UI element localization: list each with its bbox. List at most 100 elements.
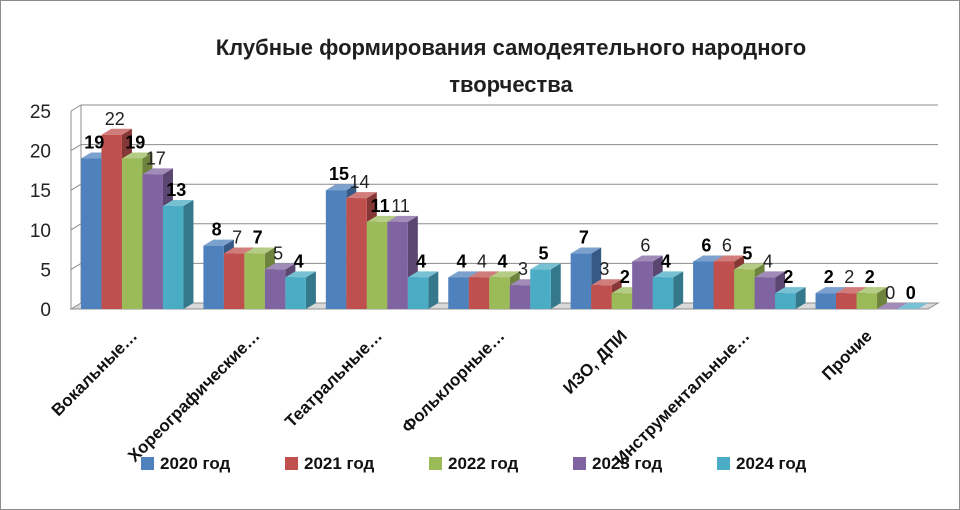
bar-front (754, 277, 776, 309)
bar-front (530, 269, 551, 309)
x-axis-categories: Вокальные…Хореографические… Театральные… Ф… (48, 326, 876, 468)
legend-swatch (285, 457, 298, 470)
category-label: ИЗО, ДПИ (560, 326, 631, 397)
bar-front (244, 253, 265, 309)
axes (70, 105, 82, 309)
category-label: Фольклорные… (398, 326, 508, 436)
bar-top (652, 271, 684, 278)
legend-label: 2022 год (448, 454, 519, 473)
y-tick-label: 25 (30, 102, 51, 123)
gridline-depth (70, 223, 82, 231)
y-tick-label: 10 (30, 221, 51, 242)
data-label: 22 (105, 109, 125, 129)
bar-front (121, 158, 143, 309)
legend: 2020 год 2021 год 2022 год 2023 год 2024 год (141, 454, 807, 473)
bar-front (632, 261, 653, 309)
data-label: 13 (166, 180, 186, 200)
data-label: 7 (579, 228, 589, 248)
bar-front (611, 293, 633, 309)
category-label: Вокальные… (48, 326, 141, 419)
legend-swatch (141, 457, 154, 470)
data-label: 0 (885, 283, 895, 303)
legend-swatch (717, 457, 730, 470)
chart-title-line-1: Клубные формирования самодеятельного нар… (216, 35, 807, 60)
bar-top (734, 263, 765, 270)
bar-top (775, 287, 806, 294)
data-label: 0 (906, 283, 916, 303)
data-label: 11 (391, 196, 410, 216)
data-label: 4 (456, 251, 466, 271)
bar-front (80, 158, 102, 309)
bar-top (366, 215, 398, 222)
legend-label: 2023 год (592, 454, 663, 473)
bar-top (632, 255, 663, 262)
chart-title: Клубные формирования самодеятельного нар… (216, 35, 807, 97)
data-label: 4 (661, 251, 671, 271)
bar-front (734, 269, 755, 309)
bar-top (856, 287, 888, 294)
bar-side (795, 287, 806, 309)
bar-front (856, 293, 878, 309)
bar-front (387, 221, 408, 309)
y-tick-label: 20 (30, 142, 51, 163)
bar-top (815, 287, 847, 294)
data-label: 5 (538, 243, 548, 263)
bar-top (244, 247, 275, 254)
data-label: 4 (294, 251, 304, 271)
bar-top (101, 128, 132, 135)
data-label: 2 (783, 267, 793, 287)
bar-front (264, 269, 286, 309)
legend-item: 2023 год (573, 454, 663, 473)
bar-top (142, 168, 173, 175)
category-label: Хореографические… (124, 326, 263, 465)
bar-side (877, 287, 888, 309)
data-label: 5 (742, 243, 752, 263)
data-label: 8 (212, 220, 222, 240)
data-label: 3 (518, 259, 528, 279)
category-label: Театральные… (281, 326, 386, 431)
bar-front (489, 277, 510, 309)
data-label: 14 (350, 172, 370, 192)
data-label: 7 (253, 228, 263, 248)
legend-label: 2021 год (304, 454, 375, 473)
data-label: 4 (477, 251, 487, 271)
legend-label: 2024 год (736, 454, 807, 473)
bar-top (468, 271, 500, 278)
bar-front (162, 206, 184, 309)
bar-front (346, 198, 367, 309)
bar-front (509, 285, 531, 309)
data-label: 11 (371, 196, 390, 216)
gridline-depth (70, 144, 82, 152)
legend-item: 2024 год (717, 454, 807, 473)
bar-front (325, 190, 347, 309)
bar-front (203, 245, 224, 309)
bar-top (203, 239, 234, 246)
bar-front (223, 253, 245, 309)
data-label: 5 (273, 243, 283, 263)
bar-top (897, 303, 929, 309)
legend-swatch (429, 457, 442, 470)
bar-top (713, 255, 745, 262)
bar-front (652, 277, 674, 309)
bar-front (285, 277, 306, 309)
bar-front (142, 174, 163, 309)
bar-top (530, 263, 561, 270)
bar (407, 271, 439, 309)
bar-top (877, 303, 908, 309)
bar-front (836, 293, 857, 309)
bar-front (693, 261, 714, 309)
data-label: 2 (865, 267, 875, 287)
bar-front (591, 285, 612, 309)
category-label: Прочие (818, 326, 876, 384)
bar-top (570, 247, 602, 254)
data-label: 6 (701, 235, 711, 255)
bar (652, 271, 684, 309)
category-label: Инструментальные… (611, 326, 753, 468)
data-label: 2 (620, 267, 630, 287)
bar-top (693, 255, 724, 262)
data-label: 19 (84, 133, 104, 153)
data-label: 4 (763, 251, 773, 271)
